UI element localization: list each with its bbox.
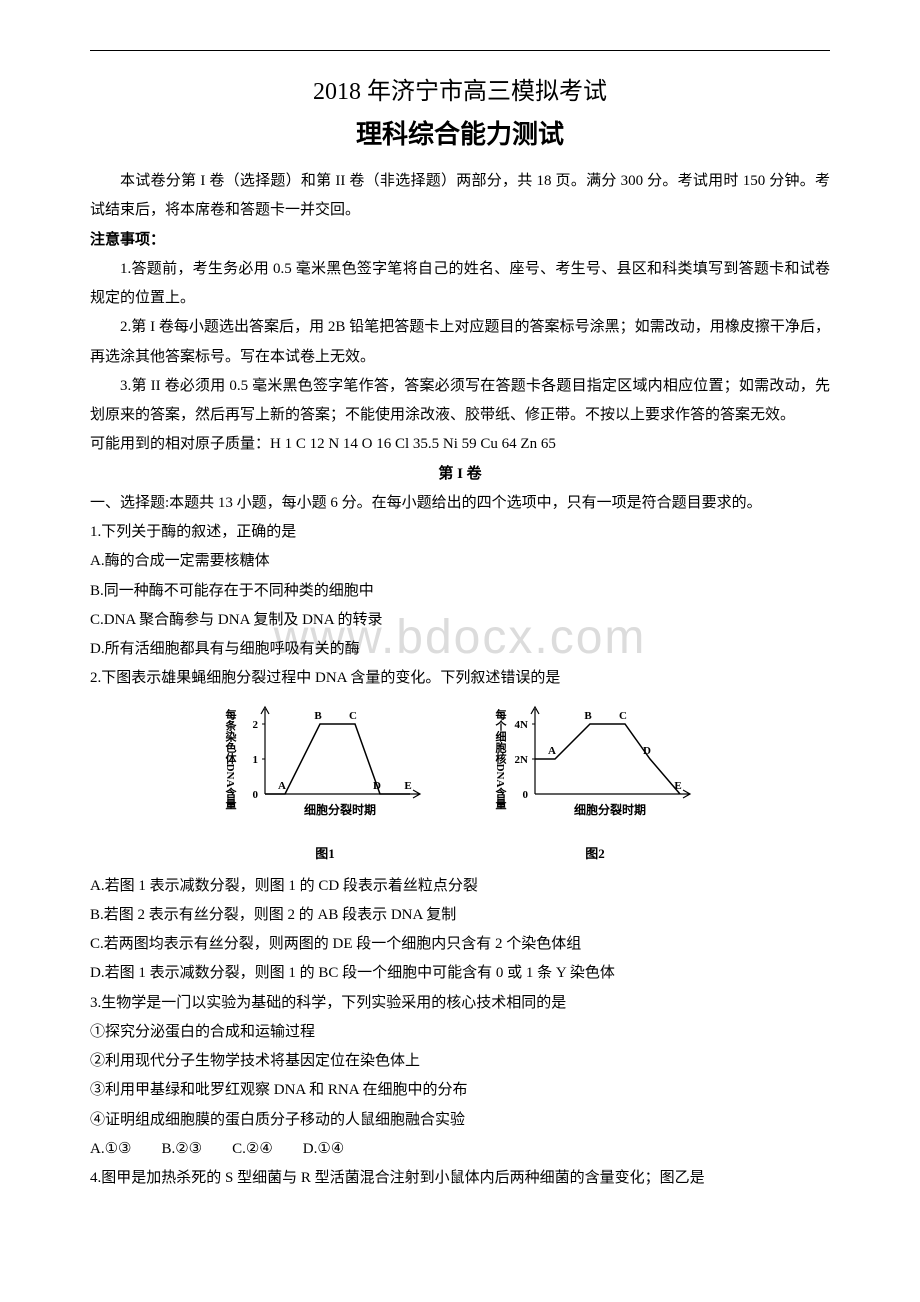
svg-text:A: A — [278, 780, 286, 792]
notice-1: 1.答题前，考生务必用 0.5 毫米黑色签字笔将自己的姓名、座号、考生号、县区和… — [90, 255, 830, 314]
svg-text:每条染色体DNA含量: 每条染色体DNA含量 — [224, 707, 238, 809]
notice-header: 注意事项： — [90, 226, 830, 255]
q2-charts: 每条染色体DNA含量 0 1 2 A B C D E 细胞分裂时期 图1 每个细胞核DNA含量 0 2… — [90, 704, 830, 862]
document-content: 2018 年济宁市高三模拟考试 理科综合能力测试 本试卷分第 I 卷（选择题）和… — [90, 50, 830, 1193]
chart2-svg: 每个细胞核DNA含量 0 2N 4N A B C D E 细胞分裂时期 — [490, 704, 700, 834]
chart1-svg: 每条染色体DNA含量 0 1 2 A B C D E 细胞分裂时期 — [220, 704, 430, 834]
chart1-box: 每条染色体DNA含量 0 1 2 A B C D E 细胞分裂时期 图1 — [220, 704, 430, 862]
q3-options: A.①③ B.②③ C.②④ D.①④ — [90, 1135, 830, 1164]
q1-option-d: D.所有活细胞都具有与细胞呼吸有关的酶 — [90, 635, 830, 664]
svg-text:C: C — [619, 710, 627, 722]
notice-2: 2.第 I 卷每小题选出答案后，用 2B 铅笔把答题卡上对应题目的答案标号涂黑；… — [90, 313, 830, 372]
section1-title: 第 I 卷 — [90, 460, 830, 489]
q4-stem: 4.图甲是加热杀死的 S 型细菌与 R 型活菌混合注射到小鼠体内后两种细菌的含量… — [90, 1164, 830, 1193]
chart1-caption: 图1 — [220, 843, 430, 862]
svg-text:1: 1 — [253, 754, 259, 766]
q3-line2: ②利用现代分子生物学技术将基因定位在染色体上 — [90, 1047, 830, 1076]
svg-text:D: D — [643, 745, 651, 757]
svg-text:B: B — [584, 710, 592, 722]
section1-intro: 一、选择题:本题共 13 小题，每小题 6 分。在每小题给出的四个选项中，只有一… — [90, 489, 830, 518]
svg-text:2N: 2N — [515, 754, 529, 766]
q2-option-b: B.若图 2 表示有丝分裂，则图 2 的 AB 段表示 DNA 复制 — [90, 901, 830, 930]
q3-line1: ①探究分泌蛋白的合成和运输过程 — [90, 1018, 830, 1047]
q1-option-b: B.同一种酶不可能存在于不同种类的细胞中 — [90, 577, 830, 606]
q3-line3: ③利用甲基绿和吡罗红观察 DNA 和 RNA 在细胞中的分布 — [90, 1076, 830, 1105]
svg-text:2: 2 — [253, 719, 259, 731]
svg-text:E: E — [404, 780, 411, 792]
chart2-box: 每个细胞核DNA含量 0 2N 4N A B C D E 细胞分裂时期 图2 — [490, 704, 700, 862]
svg-text:4N: 4N — [515, 719, 529, 731]
q2-option-c: C.若两图均表示有丝分裂，则两图的 DE 段一个细胞内只含有 2 个染色体组 — [90, 930, 830, 959]
svg-text:细胞分裂时期: 细胞分裂时期 — [304, 802, 376, 817]
svg-text:细胞分裂时期: 细胞分裂时期 — [574, 802, 646, 817]
q2-stem: 2.下图表示雄果蝇细胞分裂过程中 DNA 含量的变化。下列叙述错误的是 — [90, 664, 830, 693]
svg-text:每个细胞核DNA含量: 每个细胞核DNA含量 — [494, 707, 508, 809]
svg-text:A: A — [548, 745, 556, 757]
top-rule — [90, 50, 830, 51]
svg-text:0: 0 — [523, 789, 529, 801]
q2-option-a: A.若图 1 表示减数分裂，则图 1 的 CD 段表示着丝粒点分裂 — [90, 872, 830, 901]
title-main: 2018 年济宁市高三模拟考试 — [90, 71, 830, 106]
notice-3: 3.第 II 卷必须用 0.5 毫米黑色签字笔作答，答案必须写在答题卡各题目指定… — [90, 372, 830, 431]
svg-text:C: C — [349, 710, 357, 722]
q1-stem: 1.下列关于酶的叙述，正确的是 — [90, 518, 830, 547]
q1-option-c: C.DNA 聚合酶参与 DNA 复制及 DNA 的转录 — [90, 606, 830, 635]
q3-line4: ④证明组成细胞膜的蛋白质分子移动的人鼠细胞融合实验 — [90, 1106, 830, 1135]
svg-text:B: B — [314, 710, 322, 722]
svg-text:0: 0 — [253, 789, 259, 801]
q3-stem: 3.生物学是一门以实验为基础的科学，下列实验采用的核心技术相同的是 — [90, 989, 830, 1018]
chart2-caption: 图2 — [490, 843, 700, 862]
q2-option-d: D.若图 1 表示减数分裂，则图 1 的 BC 段一个细胞中可能含有 0 或 1… — [90, 959, 830, 988]
title-sub: 理科综合能力测试 — [90, 114, 830, 151]
svg-text:E: E — [674, 780, 681, 792]
svg-text:D: D — [373, 780, 381, 792]
atomic-mass: 可能用到的相对原子质量：H 1 C 12 N 14 O 16 Cl 35.5 N… — [90, 430, 830, 459]
q1-option-a: A.酶的合成一定需要核糖体 — [90, 547, 830, 576]
intro-paragraph: 本试卷分第 I 卷（选择题）和第 II 卷（非选择题）两部分，共 18 页。满分… — [90, 167, 830, 226]
